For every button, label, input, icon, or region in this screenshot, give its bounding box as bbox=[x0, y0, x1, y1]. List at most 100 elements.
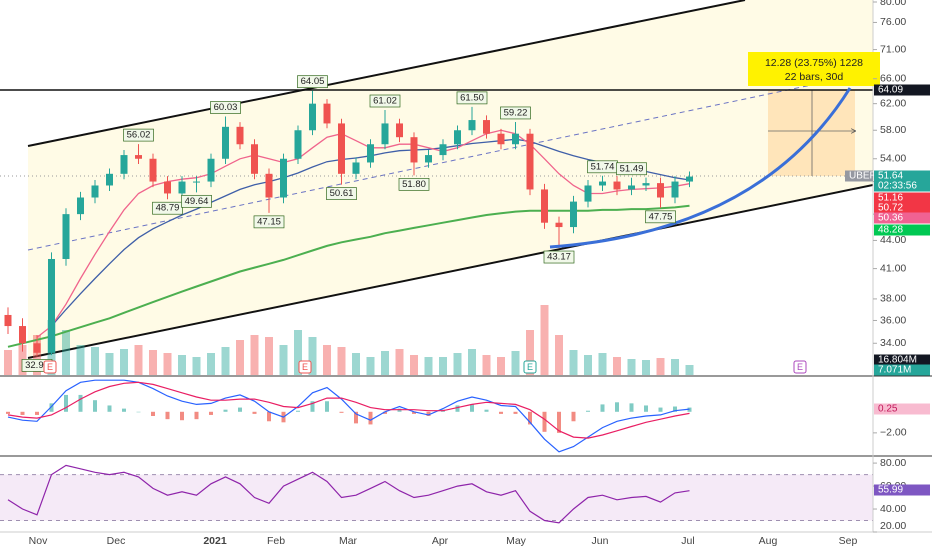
price-label: 64.05 bbox=[301, 76, 325, 87]
price-badge bbox=[874, 484, 930, 496]
channel-upper bbox=[27, 0, 746, 147]
x-tick-label: Jul bbox=[681, 535, 694, 547]
volume-bar bbox=[308, 337, 317, 375]
channel-lower bbox=[27, 184, 873, 359]
price-badge-text: 0.25 bbox=[878, 404, 898, 415]
volume-bar bbox=[366, 357, 375, 375]
volume-bar bbox=[627, 359, 636, 375]
candle-body bbox=[309, 103, 316, 131]
volume-bar bbox=[598, 353, 607, 375]
price-badge-text: 50.72 bbox=[878, 203, 903, 214]
volume-bar bbox=[91, 347, 99, 375]
candle-body bbox=[367, 144, 374, 163]
volume-bar bbox=[656, 358, 665, 375]
macd-histogram bbox=[64, 394, 68, 412]
rsi-line bbox=[7, 464, 690, 524]
candle-body bbox=[33, 343, 41, 353]
candle-body bbox=[381, 123, 389, 145]
volume-bar bbox=[149, 350, 157, 375]
candle-body bbox=[48, 258, 55, 353]
y-tick-label: 80.00 bbox=[880, 457, 906, 469]
volume-bar bbox=[497, 357, 505, 375]
candle-body bbox=[570, 201, 577, 228]
event-label: E bbox=[47, 362, 53, 372]
event-label: E bbox=[527, 362, 533, 372]
event-marker bbox=[298, 360, 312, 374]
macd-histogram bbox=[35, 411, 39, 415]
candle-body bbox=[671, 181, 679, 198]
volume-bar bbox=[120, 349, 128, 375]
x-tick-label: Sep bbox=[839, 535, 858, 547]
price-badge bbox=[845, 170, 873, 182]
price-label: 48.79 bbox=[156, 203, 180, 214]
volume-bar bbox=[294, 330, 302, 375]
candle-body bbox=[483, 120, 490, 134]
macd-histogram bbox=[629, 403, 634, 412]
price-badge-text: 02:33:56 bbox=[878, 181, 917, 192]
candle-body bbox=[686, 176, 693, 182]
rsi-pane bbox=[0, 464, 873, 524]
volume-bar bbox=[424, 357, 433, 375]
y-tick-label: 40.00 bbox=[880, 503, 906, 515]
y-tick-label: −2.00 bbox=[880, 427, 907, 439]
y-tick-label: 80.00 bbox=[880, 0, 906, 8]
price-label-box bbox=[152, 201, 183, 215]
macd-histogram bbox=[267, 411, 271, 422]
candle-body bbox=[468, 120, 476, 131]
volume-bar bbox=[613, 357, 621, 375]
candle-body bbox=[91, 185, 99, 198]
x-tick-label: Jun bbox=[592, 535, 609, 547]
macd-histogram bbox=[600, 404, 605, 412]
price-label: 47.75 bbox=[649, 211, 673, 222]
macd-line bbox=[7, 379, 690, 453]
candle-body bbox=[62, 214, 70, 259]
volume-bar bbox=[395, 349, 404, 375]
event-marker bbox=[43, 360, 57, 374]
y-tick-label: 58.00 bbox=[880, 124, 906, 136]
candle-body bbox=[251, 144, 258, 174]
price-label-box bbox=[253, 215, 285, 229]
volume-bar bbox=[207, 353, 215, 375]
price-label: 43.17 bbox=[547, 252, 571, 263]
macd-histogram bbox=[586, 410, 590, 412]
price-label: 49.64 bbox=[185, 196, 209, 207]
price-label: 51.80 bbox=[402, 179, 426, 190]
price-label: 50.61 bbox=[330, 188, 354, 199]
volume-bar bbox=[178, 355, 186, 375]
price-pane bbox=[0, 0, 873, 375]
candle-body bbox=[280, 158, 287, 198]
projection-curve bbox=[549, 87, 852, 249]
macd-histogram bbox=[658, 407, 663, 412]
candle-body bbox=[526, 133, 534, 190]
macd-histogram bbox=[644, 405, 648, 412]
y-tick-label: 62.00 bbox=[880, 97, 906, 109]
candle-body bbox=[599, 181, 606, 186]
candle-body bbox=[541, 189, 548, 223]
candle-body bbox=[149, 158, 157, 182]
price-label: 60.03 bbox=[214, 102, 238, 113]
price-label: 61.02 bbox=[373, 96, 397, 107]
macd-histogram bbox=[122, 408, 126, 412]
candle-body bbox=[396, 123, 403, 138]
rsi-band bbox=[0, 474, 873, 521]
candle-body bbox=[77, 197, 84, 215]
price-label: 61.50 bbox=[460, 92, 484, 103]
price-badge bbox=[874, 192, 930, 204]
macd-histogram bbox=[426, 411, 431, 416]
candle-body bbox=[628, 185, 635, 190]
x-tick-label: Feb bbox=[267, 535, 285, 547]
price-badge-text: 51.16 bbox=[878, 193, 903, 204]
volume-bar bbox=[642, 360, 650, 375]
macd-histogram bbox=[6, 411, 10, 414]
volume-bar bbox=[685, 365, 694, 375]
macd-histogram bbox=[107, 405, 112, 412]
macd-histogram bbox=[412, 411, 416, 414]
candle-body bbox=[135, 155, 142, 159]
price-label-box bbox=[297, 75, 328, 89]
volume-bar bbox=[439, 357, 447, 375]
measure-text: 22 bars, 30d bbox=[785, 71, 844, 83]
macd-histogram bbox=[571, 411, 576, 422]
volume-bar bbox=[671, 359, 679, 375]
price-badge-text: 48.28 bbox=[878, 225, 903, 236]
price-label: 51.74 bbox=[591, 161, 615, 172]
